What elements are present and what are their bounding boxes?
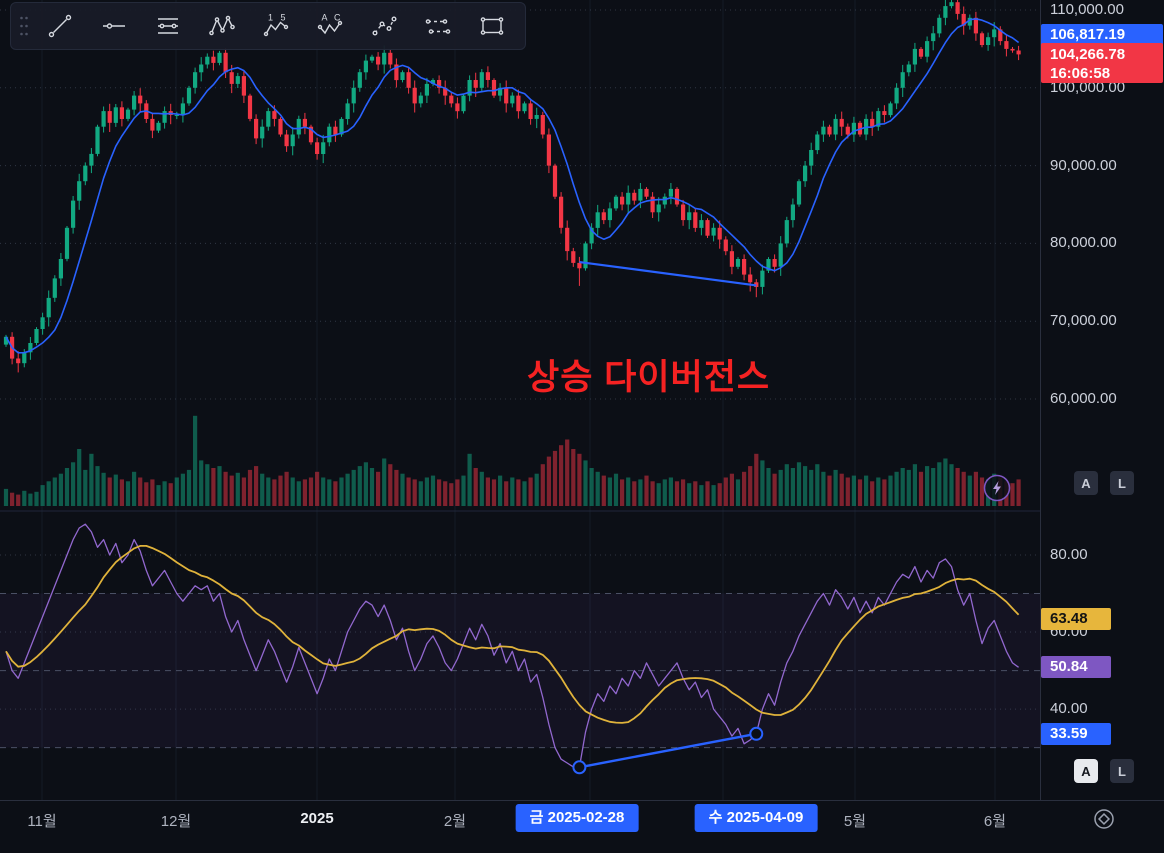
horizontal-line-tool[interactable] xyxy=(87,6,141,46)
price-divergence-trendline[interactable] xyxy=(579,260,757,287)
rsi-divergence-trendline[interactable] xyxy=(579,732,757,769)
time-axis-label: 6월 xyxy=(983,813,1007,830)
drag-dots-icon xyxy=(20,16,28,36)
toolbar-drag-handle[interactable] xyxy=(17,10,31,42)
svg-text:A: A xyxy=(322,13,328,23)
candlestick-series xyxy=(3,0,1021,507)
rsi-auto-scale-button[interactable]: A xyxy=(1074,759,1098,783)
polyline-path-tool[interactable] xyxy=(357,6,411,46)
price-axis-label: 90,000.00 xyxy=(1050,156,1117,174)
last-price-value: 104,266.78 xyxy=(1050,45,1126,63)
svg-text:1: 1 xyxy=(268,13,273,23)
time-axis-settings-icon[interactable] xyxy=(1091,806,1117,832)
time-axis-label: 5월 xyxy=(843,813,867,830)
price-axis-label: 80,000.00 xyxy=(1050,234,1117,252)
fib-retracement-tool[interactable] xyxy=(141,6,195,46)
date-marker-badge: 수 2025-04-09 xyxy=(694,804,818,832)
rsi-log-scale-button[interactable]: L xyxy=(1110,759,1134,783)
trend-line-tool[interactable] xyxy=(33,6,87,46)
price-axis-label: 60,000.00 xyxy=(1050,390,1117,407)
price-ma-line xyxy=(5,18,1020,354)
rsi-ma-line xyxy=(5,545,1020,724)
time-axis-label: 12월 xyxy=(160,813,192,830)
divergence-annotation: 상승 다이버전스 xyxy=(527,358,771,397)
rsi-ma-value-badge: 63.48 xyxy=(1041,607,1111,630)
price-axis-label: 70,000.00 xyxy=(1050,312,1117,330)
last-price-badge: 104,266.78 16:06:58 xyxy=(1041,42,1163,83)
price-axis-label: 110,000.00 xyxy=(1050,1,1124,18)
ma-price-badge: 106,817.19 xyxy=(1041,23,1163,46)
price-scale[interactable]: 110,000.00 100,000.00 90,000.00 80,000.00 70… xyxy=(1040,0,1164,800)
rsi-axis-label: 40.00 xyxy=(1050,700,1088,718)
trendline-handle[interactable] xyxy=(749,726,764,741)
rsi-axis-label: 80.00 xyxy=(1050,546,1088,563)
auto-scale-button[interactable]: A xyxy=(1074,471,1098,495)
xabcd-pattern-tool[interactable] xyxy=(195,6,249,46)
time-axis-label: 2월 xyxy=(443,813,467,830)
log-scale-button[interactable]: L xyxy=(1110,471,1134,495)
time-scale[interactable]: 11월 12월 2025 2월 5월 6월 금 2025-02-28 수 2025-04-09 xyxy=(0,801,1164,853)
trendline-handle[interactable] xyxy=(572,760,587,775)
disjoint-channel-tool[interactable] xyxy=(411,6,465,46)
quick-trade-icon[interactable] xyxy=(982,473,1012,503)
price-axis-label: 100,000.00 xyxy=(1050,78,1126,96)
rsi-value-badge: 50.84 xyxy=(1041,656,1111,679)
svg-text:5: 5 xyxy=(281,13,286,23)
rsi-line xyxy=(5,523,1019,768)
date-marker-badge: 금 2025-02-28 xyxy=(515,804,639,832)
rectangle-tool[interactable] xyxy=(465,6,519,46)
svg-text:C: C xyxy=(334,13,341,23)
last-update-time: 16:06:58 xyxy=(1050,64,1111,82)
trendline-level-badge: 33.59 xyxy=(1041,722,1111,745)
time-axis-label: 2025 xyxy=(300,810,334,827)
time-axis-label: 11월 xyxy=(27,813,57,830)
